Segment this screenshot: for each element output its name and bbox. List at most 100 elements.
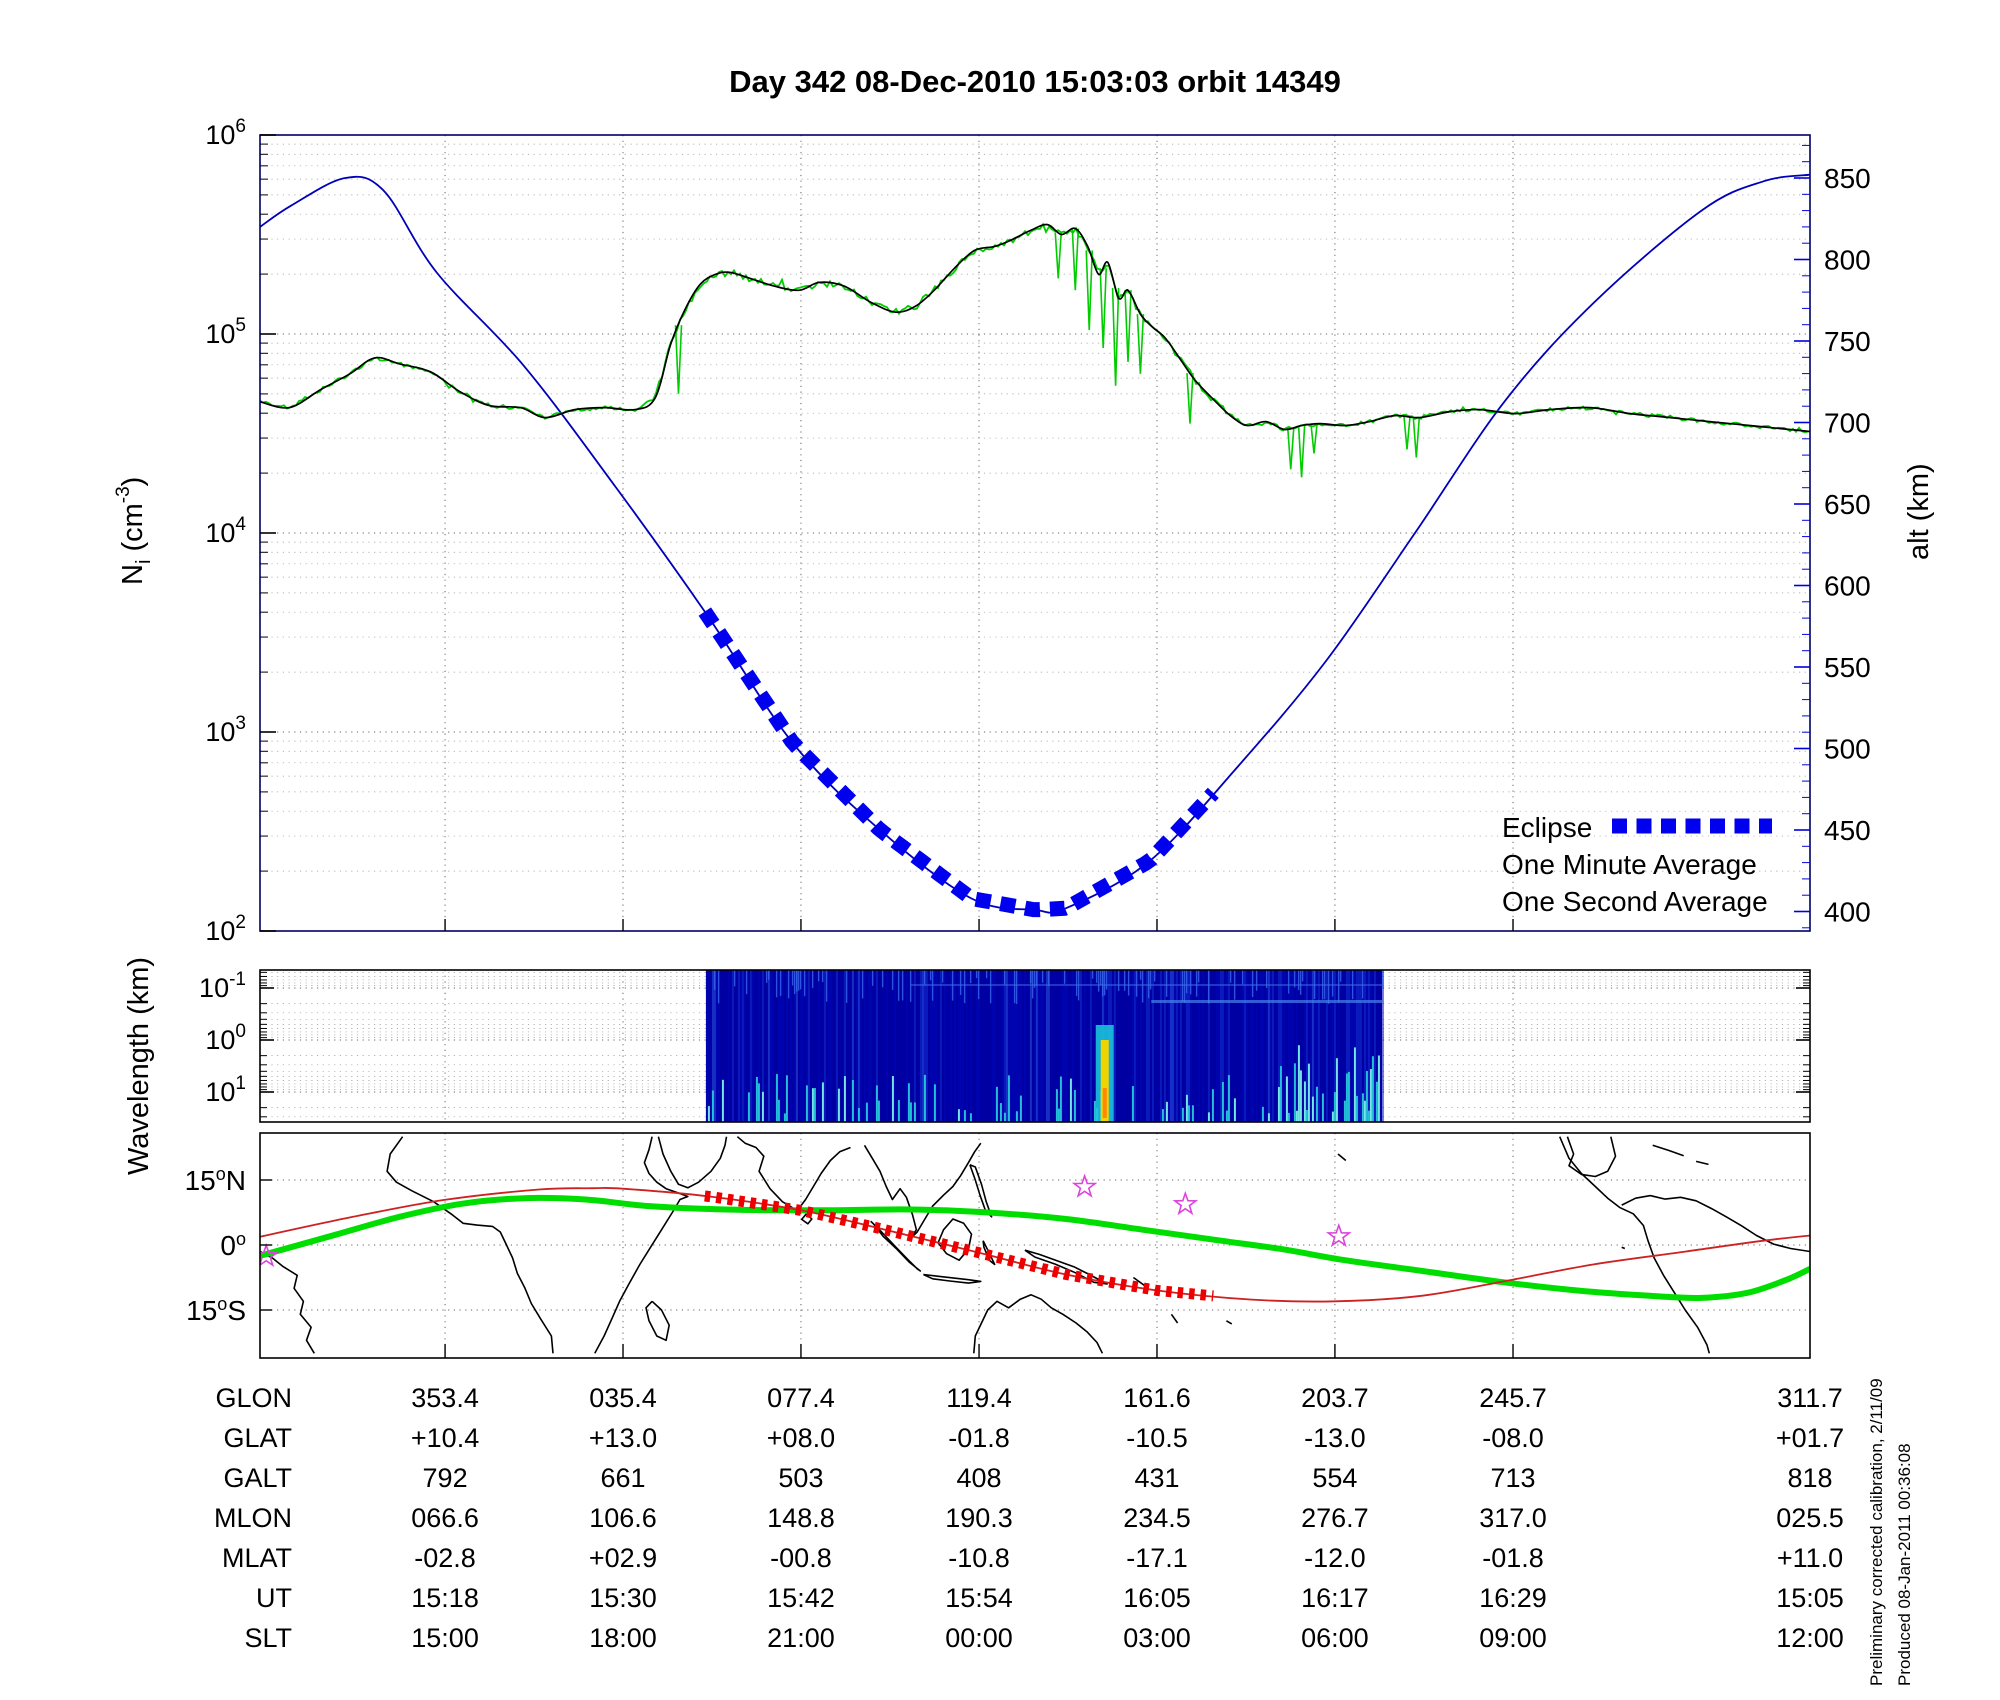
table-value: 16:17	[1301, 1583, 1369, 1613]
table-value: 15:30	[589, 1583, 657, 1613]
spectro-cyan-line	[1225, 1110, 1228, 1122]
spectro-texture	[1135, 970, 1138, 997]
spectro-striation	[1203, 970, 1206, 1122]
spectro-striation	[831, 970, 834, 1122]
spectro-bright-hot	[1102, 1088, 1107, 1118]
spectro-striation	[1277, 970, 1280, 1122]
spectro-striation	[1281, 970, 1284, 1122]
spectro-texture	[825, 970, 828, 1002]
spectro-striation	[1381, 970, 1384, 1122]
spectro-striation	[1205, 970, 1208, 1122]
eclipse-ground-track	[704, 1190, 1214, 1302]
spectro-striation	[1299, 970, 1302, 1122]
spectro-cyan-line	[1303, 1081, 1306, 1122]
spectro-striation	[867, 970, 870, 1122]
spectro-striation	[973, 970, 976, 1122]
table-value: 311.7	[1777, 1383, 1843, 1413]
one-minute-trace	[260, 223, 1810, 433]
spectro-cyan-line	[1187, 1105, 1190, 1122]
spectro-texture	[821, 970, 824, 983]
coastline	[1226, 1320, 1233, 1325]
spectro-striation	[1249, 970, 1252, 1122]
spectro-striation	[1059, 970, 1062, 1122]
spectro-striation	[1065, 970, 1068, 1122]
coastline	[969, 1164, 993, 1218]
spectro-striation	[953, 970, 956, 1122]
spectro-texture	[745, 970, 748, 995]
wavelength-tick-label: 100	[205, 1021, 246, 1055]
spectro-striation	[949, 970, 952, 1122]
spectro-striation	[737, 970, 740, 1122]
spectro-cyan-line	[1003, 1112, 1006, 1122]
spectro-striation	[1039, 970, 1042, 1122]
spectro-cyan-line	[1211, 1089, 1214, 1122]
spectro-striation	[721, 970, 724, 1122]
spectro-texture	[1015, 970, 1018, 1004]
spectro-striation	[947, 970, 950, 1122]
table-value: 16:29	[1479, 1583, 1547, 1613]
spectro-striation	[1173, 970, 1176, 1122]
world-map	[260, 1136, 1810, 1354]
spectro-striation	[811, 970, 814, 1122]
spectro-cyan-line	[1007, 1075, 1010, 1122]
spectro-striation	[1053, 970, 1056, 1122]
spectro-striation	[1351, 970, 1354, 1122]
spectro-striation	[1207, 970, 1210, 1122]
spectro-striation	[1147, 970, 1150, 1122]
coastline	[1621, 1194, 1810, 1253]
density-spike	[1297, 425, 1306, 478]
table-value: -01.8	[948, 1423, 1010, 1453]
spectro-striation	[1143, 970, 1146, 1122]
table-value: 09:00	[1479, 1623, 1547, 1653]
spectro-cyan-line	[1305, 1110, 1308, 1122]
alt-axis-label: alt (km)	[1903, 463, 1935, 560]
spectro-striation	[1289, 970, 1292, 1122]
alt-tick-label: 750	[1824, 326, 1871, 357]
one-second-trace	[260, 222, 1809, 434]
spectro-cyan-line	[1057, 1108, 1060, 1122]
spectro-striation	[901, 970, 904, 1122]
coastline	[973, 1294, 1104, 1354]
spectro-striation	[1345, 970, 1348, 1122]
alt-tick-label: 550	[1824, 652, 1871, 683]
spectro-striation	[1359, 970, 1362, 1122]
table-row-label-glat: GLAT	[223, 1423, 292, 1453]
spectro-striation	[1139, 970, 1142, 1122]
density-spike	[1186, 373, 1194, 424]
spectro-cyan-line	[1227, 1075, 1230, 1122]
magnetic-equator	[260, 1194, 1810, 1302]
spectro-texture	[765, 970, 768, 983]
spectro-striation	[749, 970, 752, 1122]
spectro-striation	[1319, 970, 1322, 1122]
spectro-cyan-line	[1055, 1089, 1058, 1122]
spectro-striation	[897, 970, 900, 1122]
spectro-striation	[871, 970, 874, 1122]
spectro-striation	[1331, 970, 1334, 1122]
spectro-streak	[1151, 1000, 1383, 1003]
ground-station-star	[1325, 1222, 1352, 1248]
spectro-texture	[1195, 970, 1198, 997]
spectro-striation	[719, 970, 722, 1122]
spectro-cyan-line	[1311, 1096, 1314, 1122]
spectro-texture	[793, 970, 796, 995]
density-spike	[1111, 287, 1120, 386]
spectro-striation	[1307, 970, 1310, 1122]
spectro-cyan-line	[1221, 1081, 1224, 1122]
spectro-texture	[1183, 970, 1186, 1003]
spectro-striation	[1009, 970, 1012, 1122]
density-spike	[1136, 314, 1145, 374]
table-row-label-slt: SLT	[244, 1623, 292, 1653]
spectro-striation	[1073, 970, 1076, 1122]
spectro-striation	[739, 970, 742, 1122]
spectro-striation	[731, 970, 734, 1122]
spectro-cyan-line	[757, 1083, 760, 1122]
spectro-striation	[1123, 970, 1126, 1122]
table-value: 119.4	[946, 1383, 1012, 1413]
spectro-striation	[1357, 970, 1360, 1122]
spectro-striation	[717, 970, 720, 1122]
spectro-texture	[1101, 970, 1104, 997]
spectro-striation	[839, 970, 842, 1122]
spectro-texture	[1013, 970, 1016, 1004]
spectro-striation	[925, 970, 928, 1122]
spectro-texture	[1103, 970, 1106, 996]
